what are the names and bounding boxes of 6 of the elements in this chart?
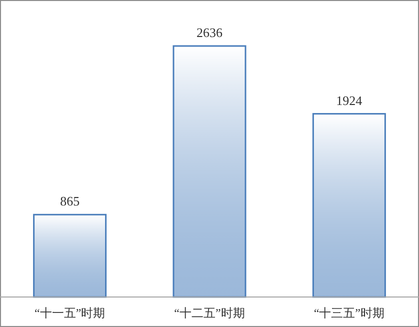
x-tick-label: “十一五”时期 <box>34 306 106 320</box>
x-tick-label: “十三五”时期 <box>314 306 384 320</box>
data-label: 1924 <box>336 92 363 108</box>
x-tick-label: “十二五”时期 <box>174 306 245 320</box>
data-label: 2636 <box>196 25 223 40</box>
data-label: 865 <box>60 194 80 209</box>
